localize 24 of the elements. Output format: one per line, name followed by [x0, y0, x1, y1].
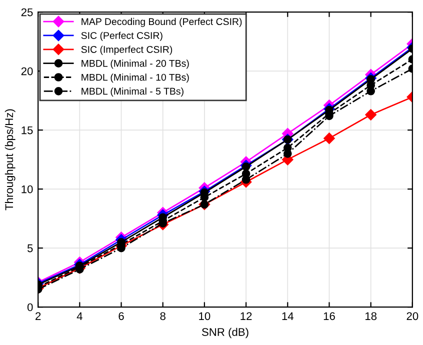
legend-label: MBDL (Minimal - 20 TBs) [82, 60, 189, 69]
y-axis-title: Throughput (bps/Hz) [4, 109, 16, 210]
y-tick-label: 10 [22, 185, 33, 194]
legend-label: MBDL (Minimal - 10 TBs) [82, 74, 189, 83]
y-tick-label: 5 [27, 244, 33, 252]
y-tick-label: 0 [27, 303, 33, 312]
x-tick-label: 12 [240, 312, 252, 320]
x-tick-label: 4 [76, 312, 82, 320]
legend-label: SIC (Imperfect CSIR) [81, 46, 172, 55]
x-tick-label: 14 [282, 312, 294, 320]
legend-label: MBDL (Minimal - 5 TBs) [82, 88, 184, 97]
y-tick-label: 15 [22, 126, 33, 134]
y-tick-label: 20 [21, 67, 33, 76]
x-tick-label: 2 [36, 312, 41, 320]
x-tick-label: 16 [324, 312, 335, 320]
x-tick-label: 20 [406, 312, 418, 320]
y-tick-label: 25 [21, 8, 33, 16]
x-tick-label: 10 [199, 312, 210, 320]
legend-label: SIC (Perfect CSIR) [81, 32, 162, 41]
x-tick-label: 6 [118, 312, 124, 320]
legend-label: MAP Decoding Bound (Perfect CSIR) [82, 18, 242, 27]
x-axis-title: SNR (dB) [202, 328, 248, 338]
x-tick-label: 18 [366, 312, 377, 320]
x-tick-label: 8 [160, 312, 166, 320]
